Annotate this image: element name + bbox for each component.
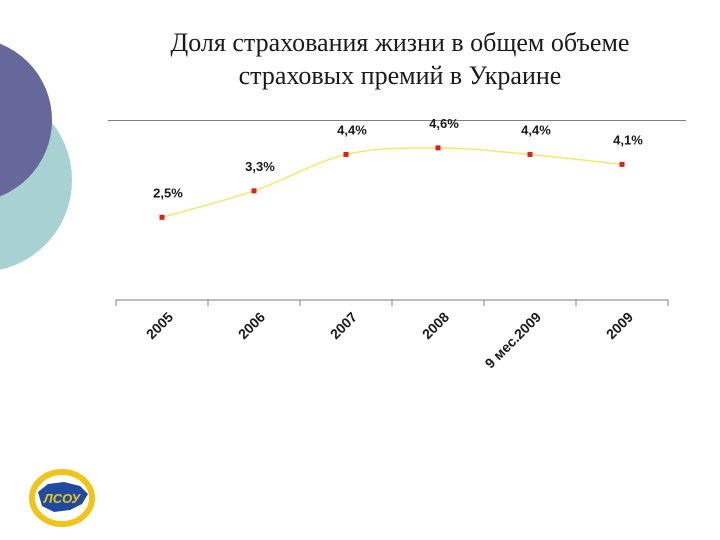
logo-ring-shape bbox=[29, 469, 95, 527]
x-tick-label: 2006 bbox=[235, 309, 268, 342]
lsou-logo: ЛСОУ bbox=[29, 469, 95, 527]
x-tick-label: 2008 bbox=[419, 309, 452, 342]
data-point-marker bbox=[159, 214, 165, 220]
dark-circle-shape bbox=[0, 43, 52, 197]
logo-text: ЛСОУ bbox=[43, 491, 82, 506]
data-label: 4,1% bbox=[613, 132, 643, 147]
x-tick-label: 2005 bbox=[143, 309, 176, 342]
title-line-1: Доля страхования жизни в общем объеме bbox=[170, 28, 630, 57]
data-label: 4,4% bbox=[521, 122, 551, 137]
data-label: 3,3% bbox=[245, 159, 275, 174]
series-line bbox=[161, 147, 623, 219]
data-label: 4,4% bbox=[337, 122, 367, 137]
slide-title: Доля страхования жизни в общем объеме ст… bbox=[120, 26, 680, 92]
title-divider bbox=[108, 120, 686, 121]
data-point-marker bbox=[435, 145, 441, 151]
data-point-marker bbox=[527, 151, 533, 157]
x-tick-label: 9 мес.2009 bbox=[482, 309, 545, 372]
title-line-2: страховых премий в Украине bbox=[238, 61, 562, 90]
x-tick-label: 2007 bbox=[327, 309, 360, 342]
data-point-marker bbox=[251, 188, 257, 194]
data-label: 2,5% bbox=[153, 185, 183, 200]
data-point-marker bbox=[343, 151, 349, 157]
x-tick-label: 2009 bbox=[603, 309, 636, 342]
data-point-marker bbox=[619, 161, 625, 167]
data-label: 4,6% bbox=[429, 116, 459, 131]
logo-map-shape bbox=[38, 482, 88, 512]
